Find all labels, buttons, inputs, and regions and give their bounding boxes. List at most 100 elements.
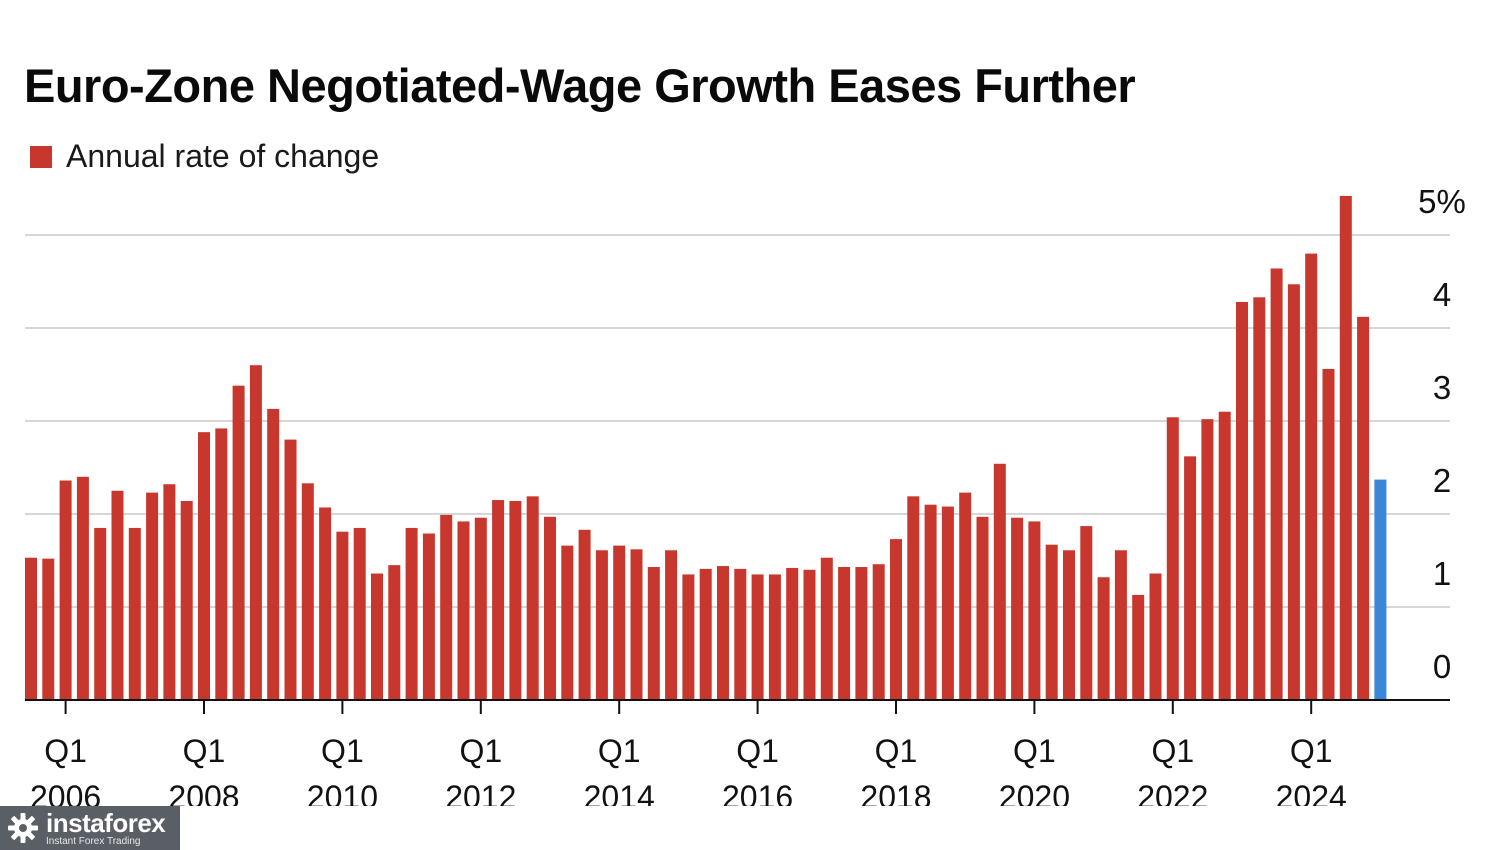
x-tick-period: Q1 [1290,733,1333,769]
bar [492,500,505,700]
bar [457,521,470,700]
bar [1357,316,1370,700]
y-axis-labels: 0 1 2 3 4 5% [1418,183,1466,685]
bar [1287,284,1300,700]
bar [1218,411,1231,700]
y-tick-label: 1 [1433,555,1451,592]
bar [613,545,626,700]
bar [838,567,851,700]
bar [890,539,902,700]
watermark: instaforex Instant Forex Trading [0,806,180,850]
chart-title: Euro-Zone Negotiated-Wage Growth Eases F… [24,59,1136,112]
bar [284,439,297,700]
bar [163,484,176,700]
watermark-brand: instaforex [46,807,166,838]
y-tick-label: 2 [1433,462,1451,499]
bar [1322,368,1335,700]
bar [1028,521,1041,700]
bar [993,463,1006,700]
bar [924,504,937,700]
bar [578,529,591,700]
x-tick-period: Q1 [598,733,641,769]
bar [1236,301,1248,700]
bar [267,408,280,700]
bar [353,527,366,700]
bar [180,500,193,700]
bar [959,492,972,700]
bar [803,569,816,700]
bar [734,568,747,700]
bar [976,516,989,700]
x-tick-year: 2006 [30,779,101,806]
bar [1184,456,1197,700]
x-tick-period: Q1 [183,733,226,769]
x-tick-period: Q1 [875,733,918,769]
bar [422,533,435,700]
x-tick-period: Q1 [1151,733,1194,769]
bars [25,195,1387,700]
x-tick-period: Q1 [736,733,779,769]
x-tick-year: 2016 [722,779,793,806]
bar [59,480,72,700]
x-axis [25,699,1450,714]
bar-latest [1374,479,1387,700]
bar [25,557,37,700]
bar [682,574,695,700]
bar [42,558,55,700]
x-tick-period: Q1 [1013,733,1056,769]
bar [1063,550,1075,700]
bar [1045,544,1058,700]
bar [319,507,332,700]
bar [1011,517,1024,700]
bar [665,550,678,700]
legend: Annual rate of change [30,138,379,175]
y-tick-label: 0 [1433,648,1451,685]
bar [371,573,383,700]
gear-logo-icon [8,813,38,843]
bar [1270,268,1283,700]
bar [1305,253,1318,700]
bar [768,574,781,700]
bar [544,516,556,700]
bar [595,550,608,700]
bar [405,527,418,700]
watermark-tagline: Instant Forex Trading [46,835,141,847]
bar [1149,573,1162,700]
bar [1201,419,1214,700]
x-tick-period: Q1 [44,733,87,769]
bar [1114,550,1127,700]
x-tick-year: 2020 [999,779,1070,806]
bar [249,365,262,700]
x-tick-period: Q1 [321,733,364,769]
bar [232,385,245,700]
bar [751,574,764,700]
x-tick-year: 2022 [1137,779,1208,806]
bar [215,428,228,700]
bar [474,517,487,700]
bar [198,432,210,700]
legend-label: Annual rate of change [66,138,380,174]
x-tick-year: 2008 [168,779,239,806]
bar [94,527,107,700]
bar [699,568,712,700]
x-tick-year: 2024 [1276,779,1347,806]
bar [820,557,833,700]
bar [1132,594,1145,700]
bar [1253,297,1266,700]
bar [111,490,124,700]
x-tick-year: 2010 [307,779,378,806]
x-tick-year: 2014 [584,779,655,806]
bar [786,567,799,700]
bar [388,565,401,700]
x-axis-labels: Q1 2006 Q1 2008 Q1 2010 Q1 2012 Q1 2014 Q1 2016 Q1 20… [30,733,1347,806]
bar [647,567,660,700]
bar [907,496,920,700]
bar [717,566,729,700]
x-tick-year: 2012 [445,779,516,806]
bar [630,549,643,700]
bar [561,545,574,700]
bar [440,514,453,700]
bar [1339,195,1352,700]
bar [128,527,141,700]
